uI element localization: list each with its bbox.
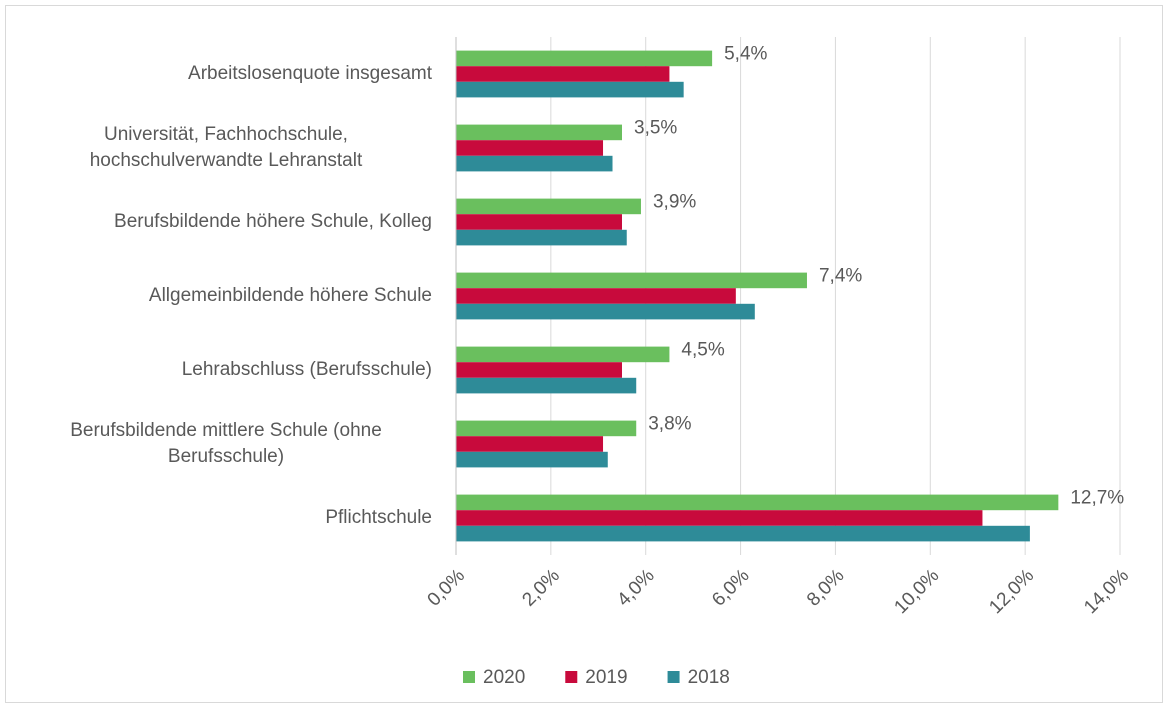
y-tick-label: Berufsbildende höhere Schule, Kolleg bbox=[114, 211, 432, 232]
y-tick-label: Pflichtschule bbox=[325, 507, 432, 528]
legend-swatch bbox=[565, 671, 578, 683]
y-tick-label: Lehrabschluss (Berufsschule) bbox=[181, 359, 432, 380]
bar bbox=[456, 66, 670, 82]
category-label-box: Berufsbildende höhere Schule, Kolleg bbox=[10, 209, 432, 235]
bar bbox=[456, 451, 608, 468]
bar bbox=[456, 420, 637, 437]
legend-swatch bbox=[463, 671, 475, 683]
y-tick-label: Arbeitslosenquote insgesamt bbox=[188, 63, 432, 84]
x-tick-label: 6,0% bbox=[708, 565, 754, 611]
category-label-box: Arbeitslosenquote insgesamt bbox=[10, 61, 432, 87]
bar bbox=[456, 81, 684, 98]
category-label-box: Lehrabschluss (Berufsschule) bbox=[10, 357, 432, 383]
bar bbox=[456, 346, 670, 363]
category-label-box: Allgemeinbildende höhere Schule bbox=[10, 283, 432, 309]
value-label: 7,4% bbox=[819, 266, 862, 287]
value-label: 3,9% bbox=[653, 192, 696, 213]
bar bbox=[456, 140, 604, 156]
value-label: 3,8% bbox=[648, 414, 691, 435]
y-tick-label: Allgemeinbildende höhere Schule bbox=[148, 285, 432, 306]
y-tick-label: Universität, Fachhochschule, hochschulve… bbox=[89, 124, 363, 171]
bar bbox=[456, 510, 983, 526]
bar bbox=[456, 50, 713, 67]
value-label: 5,4% bbox=[724, 44, 767, 65]
value-label: 4,5% bbox=[681, 340, 724, 361]
x-tick-label: 12,0% bbox=[985, 565, 1038, 618]
bar bbox=[456, 362, 622, 378]
bar bbox=[456, 124, 622, 141]
category-label-box: Universität, Fachhochschule, hochschulve… bbox=[10, 122, 432, 174]
bar bbox=[456, 198, 641, 215]
chart-frame bbox=[5, 5, 1163, 703]
x-tick-label: 14,0% bbox=[1080, 565, 1133, 618]
legend-label: 2020 bbox=[483, 667, 525, 688]
legend-swatch bbox=[667, 671, 680, 683]
x-tick-label: 4,0% bbox=[613, 565, 659, 611]
category-label-box: Pflichtschule bbox=[10, 505, 432, 531]
bar bbox=[456, 303, 755, 320]
bar bbox=[456, 272, 807, 289]
x-tick-label: 2,0% bbox=[518, 565, 564, 611]
bar bbox=[456, 377, 637, 394]
value-label: 12,7% bbox=[1070, 488, 1124, 509]
x-tick-label: 10,0% bbox=[890, 565, 943, 618]
bar bbox=[456, 288, 736, 304]
bar bbox=[456, 436, 604, 452]
legend-label: 2019 bbox=[585, 667, 627, 688]
bar bbox=[456, 155, 613, 172]
category-label-box: Berufsbildende mittlere Schule (ohne Ber… bbox=[10, 418, 432, 470]
y-tick-label: Berufsbildende mittlere Schule (ohne Ber… bbox=[70, 420, 382, 467]
bar bbox=[456, 214, 622, 230]
legend-label: 2018 bbox=[688, 667, 730, 688]
bar bbox=[456, 525, 1030, 542]
x-tick-label: 8,0% bbox=[803, 565, 849, 611]
bar bbox=[456, 229, 627, 246]
x-tick-label: 0,0% bbox=[424, 565, 470, 611]
bar bbox=[456, 494, 1059, 511]
value-label: 3,5% bbox=[634, 118, 677, 139]
